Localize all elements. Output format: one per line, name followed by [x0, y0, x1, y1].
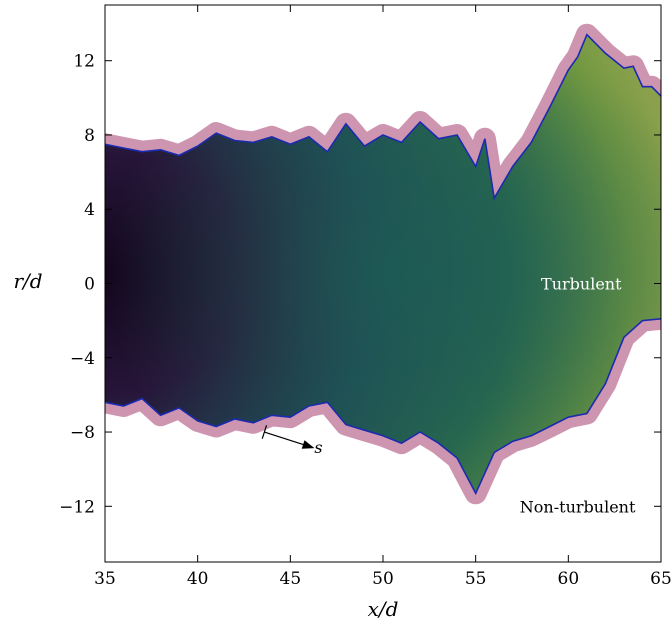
interface-line-upper: [105, 33, 661, 201]
annotation-non-turbulent: Non-turbulent: [520, 497, 636, 516]
s-arrow-bar: [261, 425, 268, 439]
annotation-turbulent: Turbulent: [541, 275, 622, 294]
x-tick-label: 60: [558, 569, 580, 589]
x-axis-ticks: 35 40 45 50 55 60 65: [94, 5, 672, 589]
y-tick-label: 4: [84, 200, 95, 220]
y-tick-label: −4: [70, 349, 95, 369]
x-tick-label: 40: [187, 569, 209, 589]
turbulent-core-overlay: [105, 34, 661, 494]
y-tick-label: −12: [59, 497, 95, 517]
x-axis-label: x/d: [368, 597, 399, 621]
s-arrow: [261, 425, 315, 449]
y-tick-label: 0: [84, 275, 95, 295]
s-arrow-head: [301, 440, 315, 449]
x-tick-label: 45: [280, 569, 302, 589]
y-axis-label: r/d: [13, 269, 42, 293]
y-tick-label: 8: [84, 126, 95, 146]
y-tick-label: −8: [70, 423, 95, 443]
s-arrow-line: [264, 431, 311, 448]
y-axis-ticks: −12 −8 −4 0 4 8 12: [59, 52, 661, 517]
x-tick-label: 50: [372, 569, 394, 589]
x-tick-label: 65: [650, 569, 672, 589]
x-tick-label: 35: [94, 569, 116, 589]
interface-line-lower: [105, 318, 661, 496]
y-tick-label: 12: [73, 52, 95, 72]
annotation-s: s: [314, 438, 322, 457]
x-tick-label: 55: [465, 569, 487, 589]
